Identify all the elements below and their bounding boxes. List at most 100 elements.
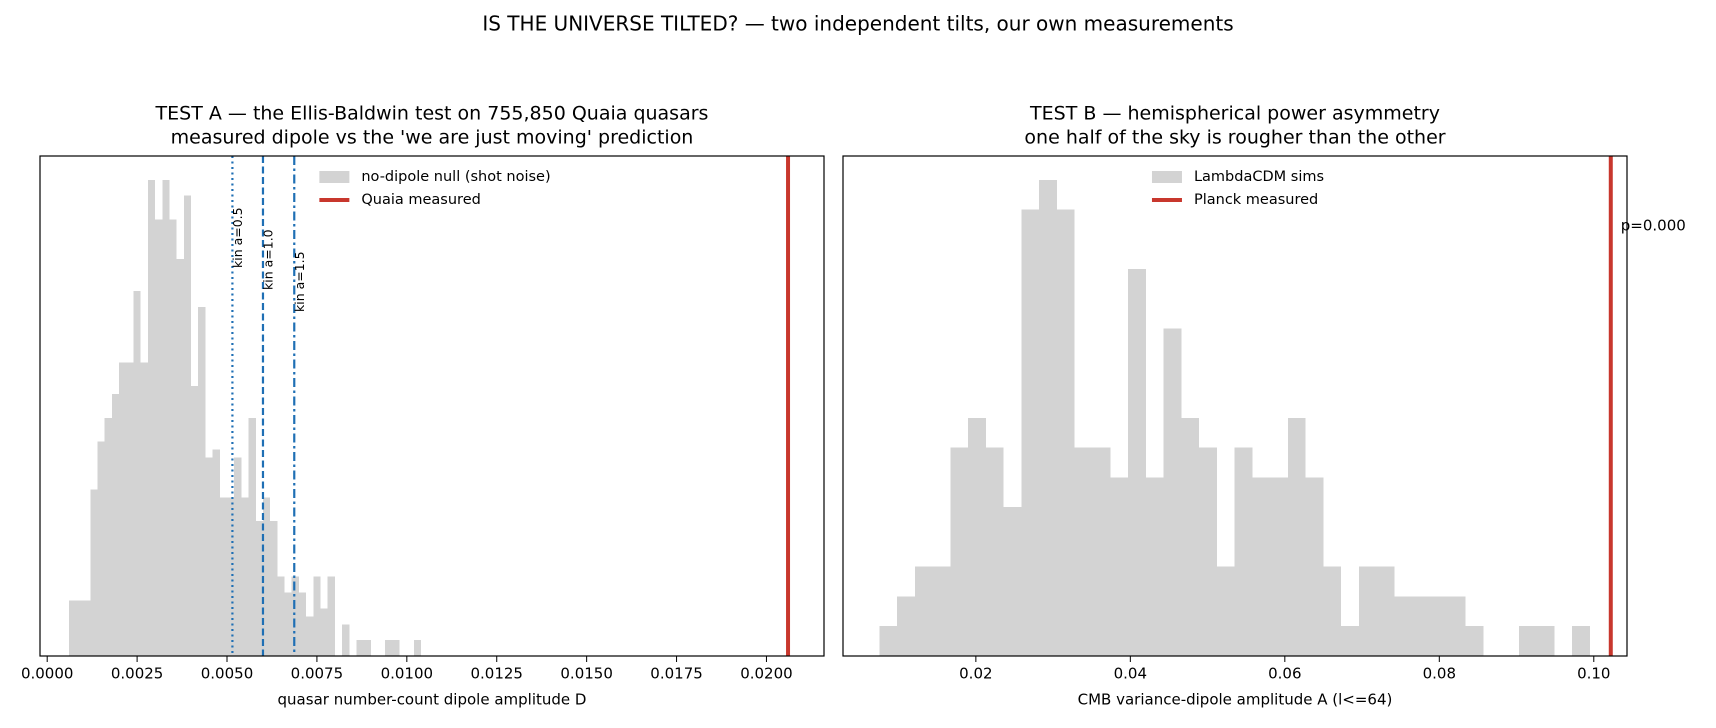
x-tick-label: 0.0075 [291,665,344,683]
histogram-bar [1572,626,1590,656]
x-tick-label: 0.0025 [111,665,164,683]
histogram-bar [68,600,76,656]
histogram-bar [1199,447,1217,656]
histogram-bar [298,592,307,656]
histogram-bar [162,179,170,657]
histogram-bar [1270,477,1288,656]
reference-label: kin a=1.5 [292,251,307,312]
chart-title: TEST B — hemispherical power asymmetry [1029,103,1440,125]
legend-label: no-dipole null (shot noise) [361,169,550,185]
x-tick-label: 0.0050 [201,665,254,683]
x-tick-label: 0.0125 [470,665,523,683]
histogram-bar [147,179,156,657]
x-axis-label: CMB variance-dipole amplitude A (l<=64) [1078,691,1393,709]
histogram-bar [270,521,278,656]
histogram-bar [1110,477,1129,656]
reference-label: kin a=0.5 [230,207,245,268]
histogram-bar [284,592,292,656]
histogram-bar [1430,596,1448,656]
histogram-bar [932,566,951,656]
histogram-bar [205,457,213,656]
histogram-bar [392,640,400,656]
histogram-bar [1039,179,1057,657]
histogram-bar [198,306,206,656]
histogram-bar [291,576,299,656]
histogram-bar [169,219,177,656]
histogram-bar [1252,477,1271,656]
histogram-bar [1305,477,1324,656]
x-tick-label: 0.02 [959,665,992,683]
chart-subtitle: measured dipole vs the 'we are just movi… [171,127,694,149]
histogram-bar [914,566,933,656]
histogram-bar [1536,626,1555,656]
histogram-bar [1074,447,1093,656]
legend: LambdaCDM sims Planck measured [1151,169,1324,208]
histogram-bar [879,626,898,656]
histogram-bar [262,497,271,656]
x-axis-label: quasar number-count dipole amplitude D [278,691,587,709]
legend-swatch [319,171,350,183]
histogram-bar [313,576,321,656]
legend: no-dipole null (shot noise) Quaia measure… [319,169,551,208]
axes-frame [842,155,1628,657]
x-tick-label: 0.0000 [21,665,74,683]
x-tick-label: 0.0200 [740,665,793,683]
histogram-bar [414,640,422,656]
histogram-bar [1145,477,1164,656]
x-tick-label: 0.06 [1268,665,1301,683]
histogram-bar [897,596,915,656]
histogram-bar [176,259,184,656]
histogram-bar [90,489,98,656]
x-tick-label: 0.0175 [650,665,703,683]
histogram-bar [306,616,314,656]
histogram-bar [1518,626,1537,656]
histogram-bar [277,576,285,656]
legend-label: Quaia measured [361,192,480,208]
histogram-bar [75,600,84,656]
legend-label: LambdaCDM sims [1194,169,1324,185]
histogram-bar [155,219,163,656]
histogram-bar [1092,447,1111,656]
histogram-bar [968,417,986,656]
histogram-bar [227,497,235,656]
histogram-bar [1323,566,1342,656]
histogram-bar [385,640,393,656]
x-tick-label: 0.10 [1577,665,1610,683]
histogram-bar [1021,209,1040,657]
histogram-bar [1341,626,1359,656]
histogram-bar [342,624,350,656]
histogram-bar [126,362,134,656]
histogram-bar [183,195,192,656]
figure-title: IS THE UNIVERSE TILTED? — two independen… [482,12,1233,36]
chart-subtitle: one half of the sky is rougher than the … [1024,127,1445,149]
histogram-bar [234,457,242,656]
chart-title: TEST A — the Ellis-Baldwin test on 755,8… [155,103,709,125]
histogram-bar [111,394,120,656]
x-tick-label: 0.08 [1423,665,1456,683]
histogram-bar [1376,566,1395,656]
legend-label: Planck measured [1194,192,1318,208]
histogram-bar [1056,209,1075,657]
histogram-bar [1394,596,1413,656]
histogram-bar [1128,269,1146,656]
histogram-bar [119,362,127,656]
histogram-bar [985,447,1004,656]
histogram-bar [140,362,148,656]
histogram-bar [248,417,256,656]
annotation: p=0.000 [1621,217,1686,235]
histogram-bar [241,497,249,656]
histogram-bar [1234,447,1253,656]
histogram-bar [133,290,141,656]
histogram-bar [1287,417,1306,656]
histogram-bar [1181,417,1200,656]
histogram-bar [83,600,91,656]
histogram-bar [219,497,228,656]
x-tick-label: 0.0150 [560,665,613,683]
legend-swatch [1151,171,1182,183]
histogram-bar [1216,566,1235,656]
histogram-bar [1465,626,1484,656]
histogram-bar [191,386,199,656]
histogram-bar [255,521,263,656]
histogram-bar [356,640,364,656]
histogram-bar [1163,328,1182,656]
